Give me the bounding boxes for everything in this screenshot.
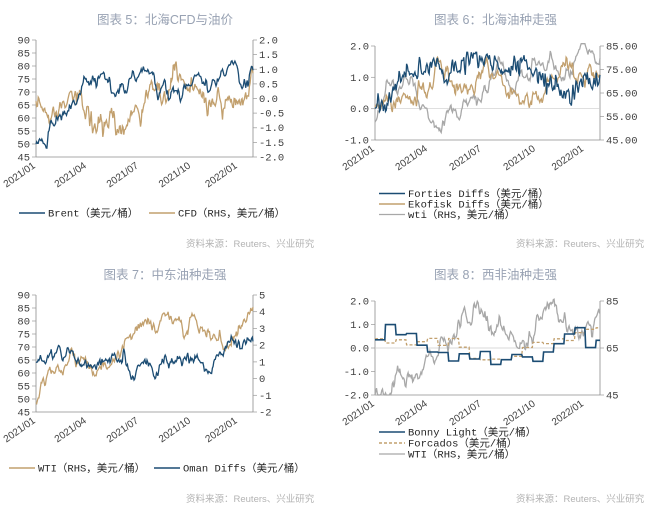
svg-text:55: 55 [17,382,30,394]
svg-text:2021/01: 2021/01 [2,415,38,445]
svg-text:80: 80 [17,317,30,329]
svg-text:75.00: 75.00 [606,65,638,77]
svg-text:65: 65 [606,344,619,356]
svg-text:60: 60 [17,369,30,381]
svg-text:70: 70 [17,88,30,100]
svg-text:2021/04: 2021/04 [53,160,89,190]
svg-text:55: 55 [17,127,30,139]
svg-text:2021/04: 2021/04 [394,398,430,428]
svg-text:2022/01: 2022/01 [204,415,240,445]
svg-text:90: 90 [17,291,30,303]
svg-text:WTI（RHS，美元/桶）: WTI（RHS，美元/桶） [38,462,145,476]
svg-text:2021/07: 2021/07 [448,143,484,173]
svg-text:1.0: 1.0 [259,65,278,77]
svg-text:45.00: 45.00 [606,136,638,148]
svg-text:4: 4 [259,307,265,319]
svg-text:2: 2 [259,341,265,353]
svg-text:0: 0 [259,374,265,386]
svg-text:2021/10: 2021/10 [502,143,538,173]
svg-text:85: 85 [17,304,30,316]
svg-text:wti（RHS，美元/桶）: wti（RHS，美元/桶） [408,208,515,222]
svg-text:65: 65 [17,356,30,368]
svg-text:5: 5 [259,291,265,303]
svg-text:2021/04: 2021/04 [53,415,89,445]
svg-text:Bonny Light（美元/桶）: Bonny Light（美元/桶） [408,426,536,440]
svg-text:75: 75 [17,330,30,342]
svg-text:2021/01: 2021/01 [2,160,38,190]
svg-text:-0.5: -0.5 [259,109,284,121]
svg-text:1: 1 [259,357,265,369]
svg-text:2021/07: 2021/07 [448,398,484,428]
svg-text:2021/04: 2021/04 [394,143,430,173]
svg-text:2022/01: 2022/01 [204,160,240,190]
svg-text:2021/07: 2021/07 [105,415,141,445]
svg-text:2.0: 2.0 [259,36,278,48]
svg-text:50: 50 [17,395,30,407]
svg-text:0.0: 0.0 [350,104,369,116]
svg-text:2021/01: 2021/01 [341,398,377,428]
svg-text:-1.0: -1.0 [344,367,369,379]
svg-text:0.0: 0.0 [350,344,369,356]
svg-text:-1.0: -1.0 [259,123,284,135]
svg-text:85: 85 [17,49,30,61]
svg-text:WTI（RHS，美元/桶）: WTI（RHS，美元/桶） [408,448,515,462]
svg-text:CFD（RHS，美元/桶）: CFD（RHS，美元/桶） [178,207,285,221]
svg-text:2.0: 2.0 [350,297,369,309]
svg-text:2021/01: 2021/01 [341,143,377,173]
svg-text:0.0: 0.0 [259,94,278,106]
svg-text:2021/10: 2021/10 [502,398,538,428]
svg-text:2021/07: 2021/07 [105,160,141,190]
svg-text:Brent（美元/桶）: Brent（美元/桶） [48,207,138,221]
svg-text:2021/10: 2021/10 [157,160,193,190]
svg-text:2022/01: 2022/01 [550,143,586,173]
svg-text:-1: -1 [259,391,272,403]
svg-text:65: 65 [17,101,30,113]
svg-text:85: 85 [606,297,619,309]
svg-text:50: 50 [17,140,30,152]
svg-text:1.5: 1.5 [259,50,278,62]
svg-text:Oman Diffs（美元/桶）: Oman Diffs（美元/桶） [183,462,305,476]
svg-text:75: 75 [17,75,30,87]
svg-text:2021/10: 2021/10 [157,415,193,445]
svg-text:60: 60 [17,114,30,126]
svg-text:2022/01: 2022/01 [550,398,586,428]
svg-text:0.5: 0.5 [259,79,278,91]
svg-text:-1.5: -1.5 [259,138,284,150]
svg-text:85.00: 85.00 [606,42,638,54]
svg-text:80: 80 [17,62,30,74]
svg-text:-2.0: -2.0 [344,391,369,403]
svg-text:70: 70 [17,343,30,355]
svg-text:45: 45 [606,391,619,403]
svg-text:1.0: 1.0 [350,73,369,85]
svg-text:55.00: 55.00 [606,112,638,124]
svg-text:-1.0: -1.0 [344,136,369,148]
svg-text:-2: -2 [259,408,272,420]
svg-text:1.0: 1.0 [350,320,369,332]
svg-text:65.00: 65.00 [606,89,638,101]
svg-text:-2.0: -2.0 [259,153,284,165]
svg-text:2.0: 2.0 [350,42,369,54]
svg-text:90: 90 [17,36,30,48]
svg-text:Forcados（美元/桶）: Forcados（美元/桶） [408,437,517,451]
svg-text:3: 3 [259,324,265,336]
